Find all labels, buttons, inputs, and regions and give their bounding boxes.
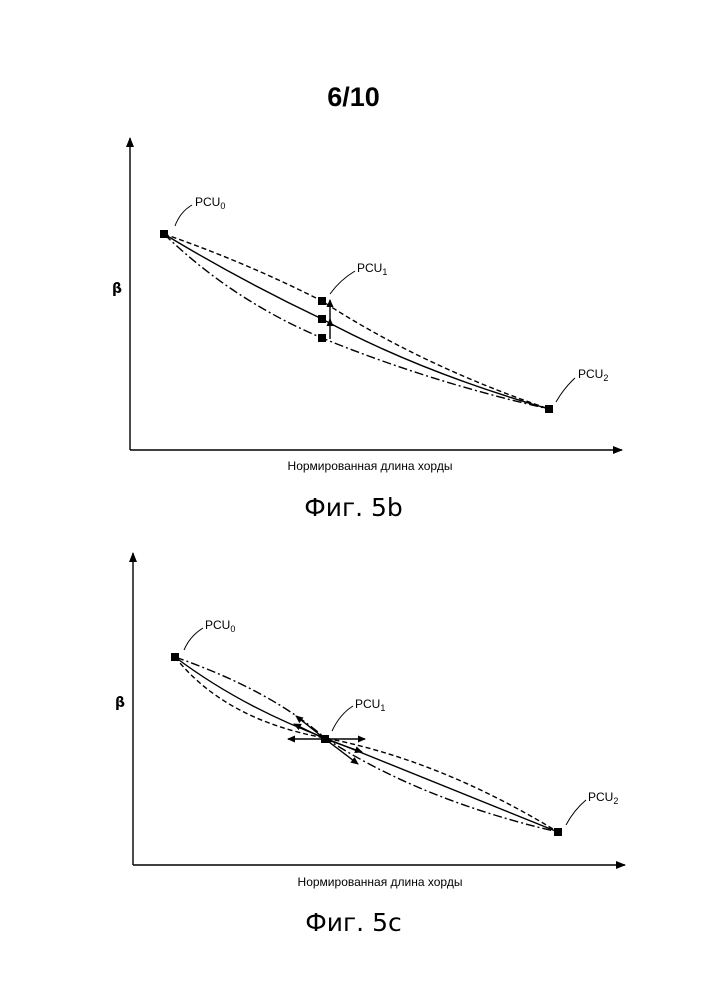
fig5b-point-pcu0 <box>160 230 168 238</box>
fig5c-point-pcu1 <box>321 735 329 743</box>
fig5b-y-axis-label: β <box>112 281 122 297</box>
fig5c-point-pcu2 <box>554 828 562 836</box>
fig5c-leader-pcu1 <box>332 706 353 731</box>
fig5b-leader-pcu1 <box>330 271 355 294</box>
fig5c-curve-solid <box>175 657 558 832</box>
fig5c-point-pcu0 <box>171 653 179 661</box>
fig5c-label-pcu0: PCU0 <box>205 618 235 634</box>
fig5c-leader-pcu2 <box>566 800 586 825</box>
fig5c-tangent-arrow-downright <box>325 739 358 764</box>
fig5b-point-pcu1-lower <box>318 334 326 342</box>
fig5b-point-pcu2 <box>545 405 553 413</box>
fig5b-label-pcu1: PCU1 <box>357 261 387 277</box>
fig5b-leader-pcu0 <box>175 205 192 226</box>
fig5b-point-pcu1-upper <box>318 297 326 305</box>
fig5c-leader-pcu0 <box>184 628 203 650</box>
figure-5b: β Нормированная длина хорды PCU0 PCU1 PC… <box>112 138 622 473</box>
fig5c-y-axis-label: β <box>115 695 125 711</box>
fig5c-x-axis-label: Нормированная длина хорды <box>298 875 463 889</box>
fig5c-curve-dashed <box>175 657 558 832</box>
figure-5c: β Нормированная длина хорды PCU0 PCU1 <box>115 553 625 889</box>
fig5c-label-pcu2: PCU2 <box>588 790 618 806</box>
fig5b-label-pcu2: PCU2 <box>578 367 608 383</box>
fig5c-caption: Фиг. 5c <box>0 908 707 937</box>
fig5c-label-pcu1: PCU1 <box>355 697 385 713</box>
fig5b-point-pcu1-middle <box>318 315 326 323</box>
fig5b-caption: Фиг. 5b <box>0 493 707 522</box>
fig5c-curve-dashdot <box>175 657 558 832</box>
fig5b-leader-pcu2 <box>556 378 575 402</box>
fig5b-label-pcu0: PCU0 <box>195 195 225 211</box>
fig5b-x-axis-label: Нормированная длина хорды <box>288 459 453 473</box>
